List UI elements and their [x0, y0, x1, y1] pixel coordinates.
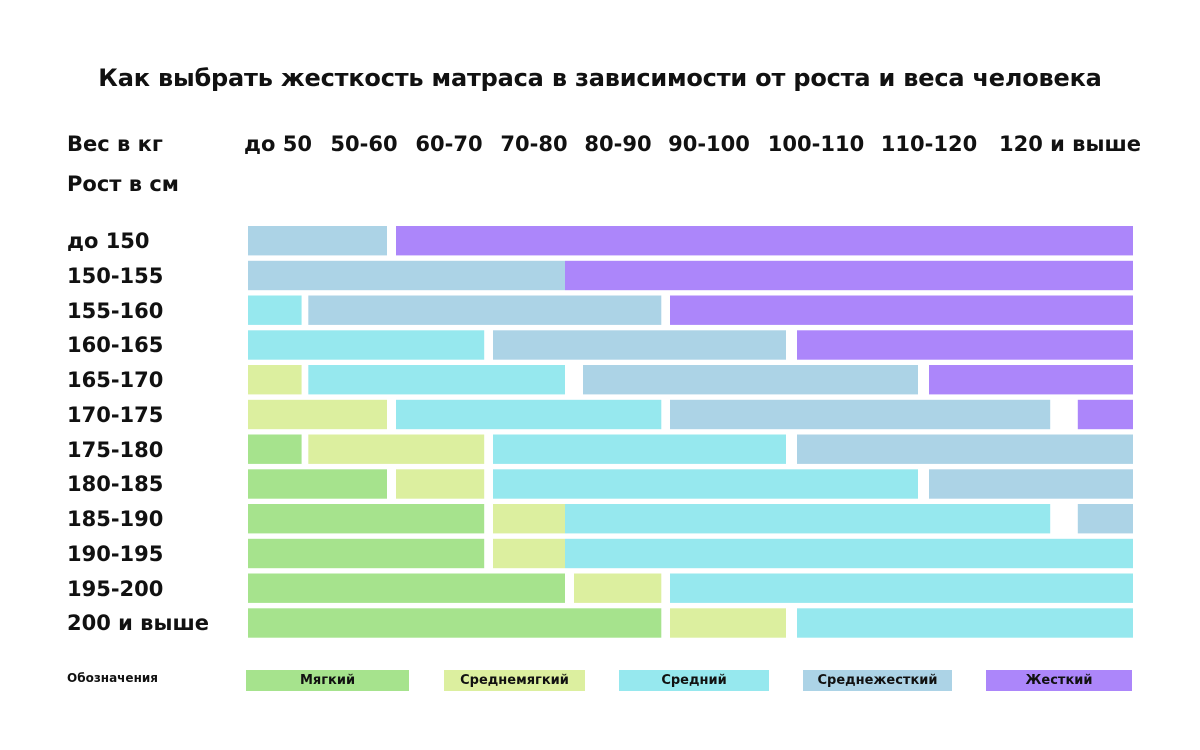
cell-medhard — [248, 226, 387, 256]
cell-medsoft — [248, 365, 302, 395]
legend-title: Обозначения — [67, 671, 158, 685]
height-tick-label: 155-160 — [67, 298, 164, 323]
cell-medhard — [1077, 504, 1133, 534]
height-tick-label: 150-155 — [67, 263, 164, 288]
weight-tick-label: до 50 — [244, 132, 312, 156]
cell-medium — [248, 330, 485, 360]
weight-tick-label: 100-110 — [767, 132, 865, 156]
height-tick-label: до 150 — [67, 229, 150, 253]
weight-tick-label: 80-90 — [584, 132, 652, 156]
cell-medium — [565, 538, 1133, 569]
legend-item-medsoft: Среднемягкий — [444, 670, 585, 691]
chart-title: Как выбрать жесткость матраса в зависимо… — [98, 64, 1102, 92]
cell-medium — [797, 608, 1133, 638]
height-tick-label: 165-170 — [67, 368, 164, 392]
cell-soft — [248, 469, 387, 499]
cell-medium — [670, 573, 1133, 603]
cell-medhard — [583, 365, 918, 395]
y-axis-label: Рост в см — [67, 172, 179, 196]
cell-medium — [565, 504, 1051, 534]
height-tick-label: 190-195 — [67, 541, 164, 566]
cell-hard — [929, 365, 1133, 395]
cell-hard — [396, 226, 1133, 256]
cell-medsoft — [248, 399, 387, 430]
x-axis-label: Вес в кг — [67, 132, 163, 156]
height-tick-label: 185-190 — [67, 507, 164, 531]
weight-tick-label: 90-100 — [668, 132, 750, 156]
height-tick-label: 175-180 — [67, 437, 164, 462]
height-tick-label: 170-175 — [67, 402, 164, 427]
height-tick-label: 160-165 — [67, 333, 164, 358]
cell-medsoft — [574, 573, 662, 603]
weight-tick-label: 70-80 — [500, 132, 568, 156]
cell-medsoft — [493, 538, 565, 569]
cell-medhard — [308, 295, 662, 325]
cell-medium — [396, 399, 662, 430]
height-tick-label: 195-200 — [67, 576, 164, 601]
legend-item-medium: Средний — [619, 670, 769, 691]
cell-medhard — [797, 434, 1133, 464]
cell-medsoft — [670, 608, 786, 638]
cell-medium — [493, 469, 918, 499]
weight-tick-label: 120 и выше — [999, 132, 1141, 156]
legend-item-medhard: Среднежесткий — [803, 670, 952, 691]
cell-medsoft — [493, 504, 565, 534]
cell-hard — [797, 330, 1133, 360]
weight-tick-label: 110-120 — [880, 132, 978, 156]
height-tick-label: 200 и выше — [67, 611, 209, 636]
cell-medium — [308, 365, 565, 395]
cell-medsoft — [308, 434, 485, 464]
cell-medhard — [929, 469, 1133, 499]
cell-soft — [248, 538, 485, 569]
cell-soft — [248, 608, 662, 638]
legend-item-soft: Мягкий — [246, 670, 409, 691]
cell-medsoft — [396, 469, 485, 499]
weight-tick-label: 60-70 — [415, 132, 483, 156]
legend-item-hard: Жесткий — [986, 670, 1132, 691]
cell-medhard — [493, 330, 786, 360]
cell-medium — [493, 434, 786, 464]
cell-medhard — [248, 260, 565, 291]
height-tick-label: 180-185 — [67, 472, 164, 497]
cell-hard — [565, 260, 1133, 291]
cell-medium — [248, 295, 302, 325]
weight-tick-label: 50-60 — [330, 132, 398, 156]
cell-hard — [1077, 399, 1133, 430]
cell-hard — [670, 295, 1133, 325]
cell-medhard — [670, 399, 1051, 430]
cell-soft — [248, 434, 302, 464]
cell-soft — [248, 504, 485, 534]
cell-soft — [248, 573, 565, 603]
